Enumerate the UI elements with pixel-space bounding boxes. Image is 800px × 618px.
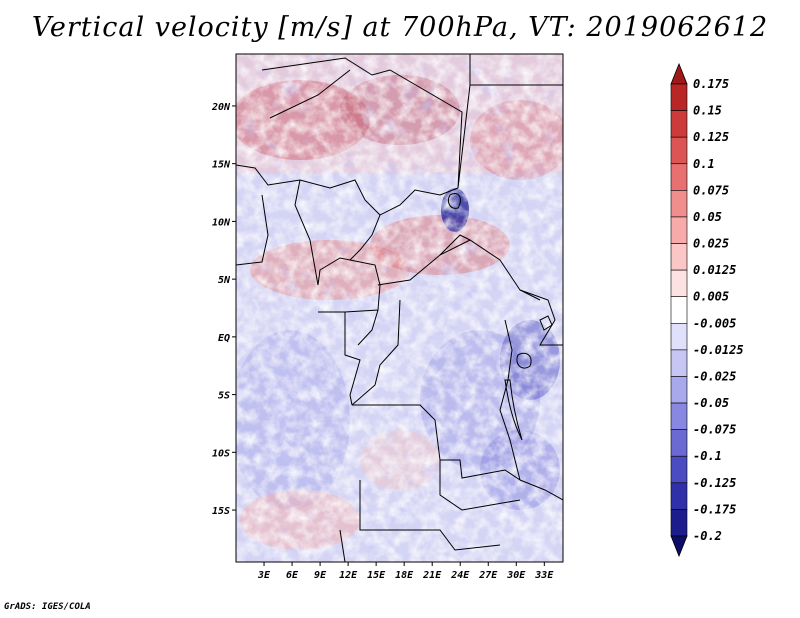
colorbar-cap-bottom [670, 535, 688, 558]
lat-tick-label: 15N [212, 160, 231, 171]
colorbar-label: 0.075 [693, 183, 729, 197]
colorbar-swatch [670, 110, 688, 138]
colorbar-swatch [670, 296, 688, 324]
colorbar-label: 0.005 [693, 290, 729, 304]
colorbar-swatch [670, 402, 688, 430]
lat-tick-label: 20N [211, 102, 231, 113]
colorbar-swatch [670, 216, 688, 244]
lon-tick-label: 33E [534, 570, 554, 581]
colorbar-cap-top [670, 62, 688, 85]
colorbar-label: -0.075 [693, 423, 736, 437]
colorbar-swatch [670, 376, 688, 404]
colorbar: 0.175 0.15 0.125 0.1 0.075 0.05 0.025 0.0125 0.0… [670, 62, 744, 558]
colorbar-swatch [670, 349, 688, 377]
colorbar-label: 0.175 [693, 77, 729, 91]
grads-credit: GrADS: IGES/COLA [4, 602, 91, 612]
chart-title: Vertical velocity [m/s] at 700hPa, VT: 2… [31, 12, 769, 43]
longitude-axis: 3E 6E 9E 12E 15E 18E 21E 24E 27E 30E 33E [257, 562, 554, 581]
colorbar-swatch [670, 509, 688, 537]
colorbar-label: -0.1 [693, 449, 722, 463]
lat-tick-label: 5S [218, 391, 230, 402]
lon-tick-label: 3E [257, 570, 271, 581]
colorbar-label: -0.005 [693, 316, 736, 330]
colorbar-label: -0.175 [693, 502, 736, 516]
map-frame [235, 53, 564, 563]
latitude-axis: 20N 15N 10N 5N EQ 5S 10S 15S [211, 102, 236, 517]
colorbar-swatch [670, 83, 688, 111]
colorbar-label: -0.125 [693, 476, 736, 490]
colorbar-swatch [670, 482, 688, 510]
lat-tick-label: 10N [212, 217, 231, 228]
lon-tick-label: 24E [450, 570, 470, 581]
lat-tick-label: 15S [212, 506, 230, 517]
country-borders [236, 54, 563, 562]
colorbar-label: 0.15 [693, 104, 722, 118]
colorbar-label: 0.125 [693, 130, 729, 144]
lat-tick-label: EQ [218, 333, 230, 344]
lat-tick-label: 10S [212, 448, 230, 459]
colorbar-label: 0.025 [693, 237, 729, 251]
colorbar-swatch [670, 190, 688, 218]
colorbar-swatch [670, 269, 688, 298]
colorbar-label: 0.05 [693, 210, 722, 224]
lat-tick-label: 5N [218, 275, 231, 286]
colorbar-swatch [670, 322, 688, 351]
lon-tick-label: 21E [422, 570, 442, 581]
colorbar-swatch [670, 455, 688, 484]
colorbar-label: -0.05 [693, 396, 729, 410]
colorbar-label: 0.1 [693, 157, 715, 171]
lakes [447, 193, 553, 441]
lon-tick-label: 9E [314, 570, 327, 581]
colorbar-label: -0.0125 [693, 343, 744, 357]
colorbar-swatch [670, 243, 688, 271]
colorbar-swatch [670, 163, 688, 191]
lon-tick-label: 15E [367, 570, 386, 581]
colorbar-label: -0.2 [693, 529, 722, 543]
lon-tick-label: 27E [478, 570, 498, 581]
colorbar-label: 0.0125 [693, 263, 736, 277]
lon-tick-label: 18E [395, 570, 414, 581]
colorbar-swatch [670, 429, 688, 457]
lon-tick-label: 6E [286, 570, 299, 581]
colorbar-swatch [670, 136, 688, 165]
colorbar-label: -0.025 [693, 369, 736, 383]
lon-tick-label: 30E [506, 570, 526, 581]
lon-tick-label: 12E [339, 570, 358, 581]
